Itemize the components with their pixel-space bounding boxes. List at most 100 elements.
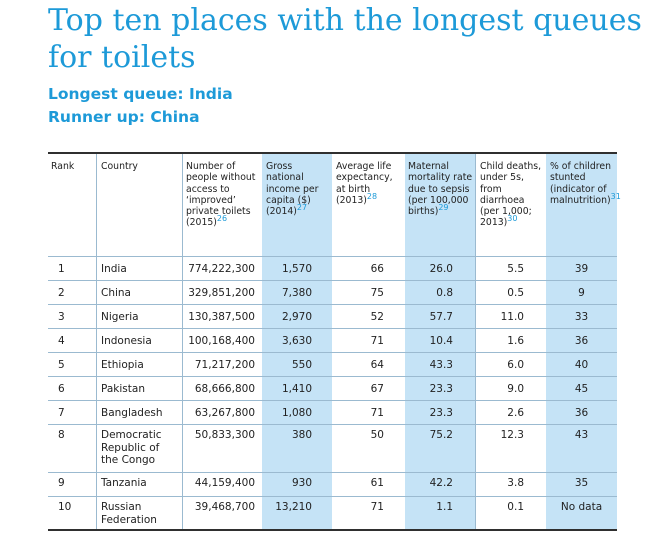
cell-child: 0.5 (507, 287, 524, 299)
cell-rank: 1 (58, 263, 65, 275)
cell-stunted: No data (560, 501, 603, 513)
cell-people: 774,222,300 (188, 263, 255, 275)
cell-rank: 7 (58, 407, 65, 419)
row-divider (48, 280, 617, 281)
shaded-column-gni (262, 153, 332, 531)
cell-gni: 380 (291, 429, 312, 441)
subtitle-longest-queue: Longest queue: India (48, 85, 233, 103)
cell-maternal: 75.2 (429, 429, 453, 441)
cell-stunted: 36 (574, 335, 589, 347)
header-rank: Rank (51, 161, 75, 172)
cell-rank: 2 (58, 287, 65, 299)
cell-life: 50 (370, 429, 384, 441)
cell-gni: 13,210 (275, 501, 312, 513)
cell-country: Indonesia (101, 335, 152, 347)
cell-country: Russian Federation (101, 501, 157, 526)
row-divider (48, 256, 617, 257)
cell-gni: 550 (291, 359, 312, 371)
row-divider (48, 472, 617, 473)
row-divider (48, 496, 617, 497)
header-people-without-toilets: Number of people without access to ‘impr… (186, 161, 256, 229)
cell-life: 71 (370, 407, 384, 419)
row-divider (48, 304, 617, 305)
cell-stunted: 43 (574, 429, 589, 441)
cell-stunted: 39 (574, 263, 589, 275)
cell-country: Ethiopia (101, 359, 144, 371)
cell-life: 61 (370, 477, 384, 489)
column-divider (182, 153, 183, 531)
cell-country: Bangladesh (101, 407, 163, 419)
page-title: Top ten places with the longest queues f… (48, 3, 642, 75)
cell-people: 130,387,500 (188, 311, 255, 323)
cell-country: China (101, 287, 131, 299)
cell-people: 100,168,400 (188, 335, 255, 347)
header-maternal-mortality: Maternal mortality rate due to sepsis (p… (408, 161, 473, 218)
row-divider (48, 376, 617, 377)
cell-gni: 7,380 (281, 287, 312, 299)
cell-child: 0.1 (507, 501, 524, 513)
cell-life: 75 (370, 287, 384, 299)
cell-maternal: 23.3 (429, 407, 453, 419)
table-top-rule (48, 152, 617, 154)
cell-country: Pakistan (101, 383, 145, 395)
row-divider (48, 424, 617, 425)
row-divider (48, 400, 617, 401)
cell-people: 63,267,800 (194, 407, 255, 419)
cell-rank: 10 (58, 501, 72, 513)
cell-gni: 1,080 (281, 407, 312, 419)
cell-gni: 3,630 (281, 335, 312, 347)
cell-maternal: 23.3 (429, 383, 453, 395)
cell-rank: 6 (58, 383, 65, 395)
cell-stunted: 9 (578, 287, 585, 299)
cell-child: 12.3 (500, 429, 524, 441)
row-divider (48, 352, 617, 353)
cell-life: 66 (370, 263, 384, 275)
cell-country: Nigeria (101, 311, 139, 323)
cell-child: 11.0 (500, 311, 524, 323)
cell-rank: 9 (58, 477, 65, 489)
cell-stunted: 45 (574, 383, 589, 395)
cell-people: 71,217,200 (194, 359, 255, 371)
cell-gni: 2,970 (281, 311, 312, 323)
shaded-column-maternal (405, 153, 475, 531)
cell-child: 1.6 (507, 335, 524, 347)
cell-life: 71 (370, 335, 384, 347)
header-children-stunted: % of children stunted (indicator of maln… (550, 161, 621, 206)
cell-child: 9.0 (507, 383, 524, 395)
cell-gni: 1,410 (281, 383, 312, 395)
cell-people: 329,851,200 (188, 287, 255, 299)
row-divider (48, 328, 617, 329)
cell-child: 6.0 (507, 359, 524, 371)
cell-maternal: 26.0 (429, 263, 453, 275)
subtitle-runner-up: Runner up: China (48, 108, 200, 126)
cell-maternal: 10.4 (429, 335, 453, 347)
cell-people: 50,833,300 (194, 429, 255, 441)
cell-life: 71 (370, 501, 384, 513)
cell-country: Democratic Republic of the Congo (101, 429, 162, 466)
column-divider (96, 153, 97, 531)
cell-maternal: 1.1 (436, 501, 453, 513)
cell-rank: 8 (58, 429, 65, 441)
cell-child: 2.6 (507, 407, 524, 419)
cell-child: 3.8 (507, 477, 524, 489)
cell-stunted: 36 (574, 407, 589, 419)
cell-stunted: 40 (574, 359, 589, 371)
cell-life: 64 (370, 359, 384, 371)
cell-gni: 1,570 (281, 263, 312, 275)
cell-country: Tanzania (101, 477, 147, 489)
cell-maternal: 43.3 (429, 359, 453, 371)
cell-life: 52 (370, 311, 384, 323)
cell-stunted: 33 (574, 311, 589, 323)
cell-rank: 5 (58, 359, 65, 371)
table-bottom-rule (48, 529, 617, 531)
cell-maternal: 42.2 (429, 477, 453, 489)
column-divider (475, 153, 476, 531)
cell-people: 44,159,400 (194, 477, 255, 489)
cell-child: 5.5 (507, 263, 524, 275)
cell-maternal: 57.7 (429, 311, 453, 323)
cell-maternal: 0.8 (436, 287, 453, 299)
header-gni: Gross national income per capita ($) (20… (266, 161, 319, 218)
cell-stunted: 35 (574, 477, 589, 489)
cell-country: India (101, 263, 127, 275)
cell-life: 67 (370, 383, 384, 395)
